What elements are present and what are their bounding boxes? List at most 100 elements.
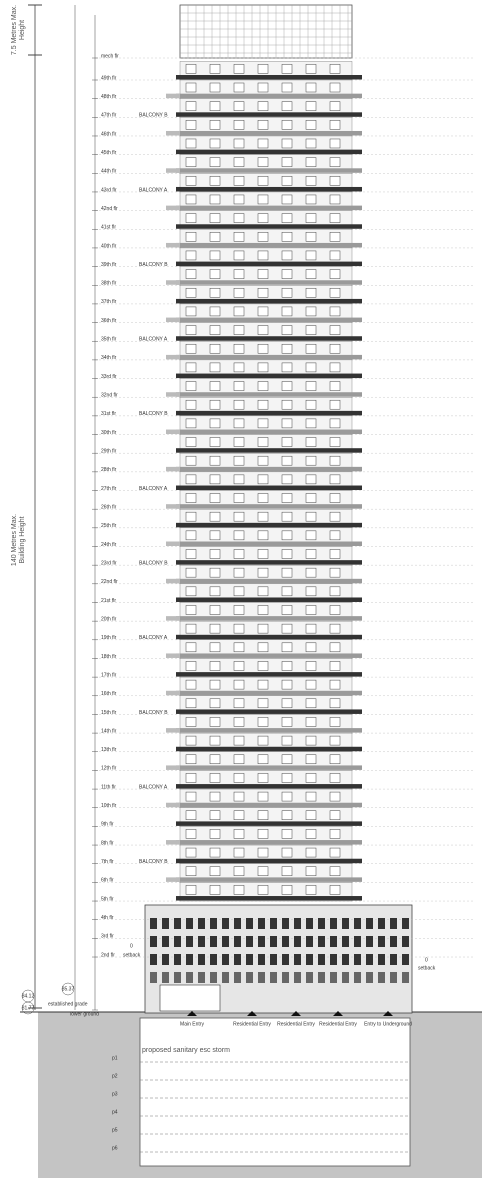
window	[281, 194, 293, 205]
window	[233, 567, 245, 578]
window	[329, 623, 341, 634]
window	[305, 735, 317, 746]
podium-window	[198, 954, 205, 965]
window	[233, 232, 245, 242]
window	[257, 791, 269, 802]
window	[281, 176, 293, 186]
podium-window	[258, 972, 265, 983]
floor-label: 31st flr	[101, 411, 116, 417]
podium-window	[330, 918, 337, 929]
window	[329, 511, 341, 522]
window	[281, 64, 293, 74]
podium-window	[174, 972, 181, 983]
podium-window	[150, 918, 157, 929]
window	[305, 399, 317, 410]
window	[185, 269, 197, 279]
window	[329, 474, 341, 485]
balcony	[176, 616, 362, 621]
balcony-label: BALCONY A	[139, 187, 168, 193]
balcony	[176, 690, 362, 696]
window	[209, 829, 221, 839]
window	[329, 381, 341, 391]
window	[233, 343, 245, 354]
lower-ground-label: lower ground	[70, 1011, 99, 1017]
grade-label: established grade	[48, 1001, 88, 1007]
window	[257, 493, 269, 503]
window	[305, 511, 317, 522]
podium-window	[246, 936, 253, 947]
window	[209, 847, 221, 858]
balcony	[176, 186, 362, 192]
podium-window	[354, 954, 361, 965]
setback-label: setback	[418, 965, 436, 971]
window	[185, 157, 197, 167]
window	[233, 773, 245, 783]
window	[209, 101, 221, 111]
balcony	[176, 280, 362, 285]
window	[281, 343, 293, 354]
zero-label: 0	[130, 943, 133, 949]
podium-window	[186, 936, 193, 947]
window	[257, 810, 269, 820]
window	[305, 101, 317, 111]
podium-window	[282, 954, 289, 965]
window	[281, 791, 293, 802]
podium-window	[162, 954, 169, 965]
balcony	[176, 429, 362, 435]
window	[329, 586, 341, 597]
podium-window	[330, 936, 337, 947]
window	[209, 362, 221, 373]
window	[233, 586, 245, 597]
window	[185, 866, 197, 876]
balcony-side	[166, 93, 180, 99]
balcony-side	[166, 541, 180, 546]
window	[185, 717, 197, 727]
floor-label: 37th flr	[101, 299, 117, 305]
podium-window	[270, 972, 277, 983]
floor-label: 48th flr	[101, 94, 117, 100]
podium-window	[354, 918, 361, 929]
balcony-side	[166, 429, 180, 435]
window	[305, 82, 317, 93]
window	[281, 157, 293, 167]
podium-window	[342, 936, 349, 947]
window	[257, 120, 269, 130]
window	[281, 101, 293, 111]
window	[185, 605, 197, 615]
entry-label: Residential Entry	[233, 1021, 271, 1027]
window	[209, 773, 221, 783]
window	[233, 810, 245, 820]
window	[185, 250, 197, 261]
floor-label: 34th flr	[101, 355, 117, 361]
window	[305, 829, 317, 839]
balcony	[176, 746, 362, 752]
window	[305, 847, 317, 858]
window	[257, 885, 269, 895]
window	[185, 64, 197, 74]
window	[233, 493, 245, 503]
window	[305, 866, 317, 876]
floor-label: 24th flr	[101, 542, 117, 548]
window	[329, 866, 341, 876]
floor-label: 8th flr	[101, 840, 114, 846]
window	[185, 325, 197, 335]
balcony	[176, 168, 362, 173]
window	[185, 399, 197, 410]
window	[185, 586, 197, 597]
floor-label: 43rd flr	[101, 187, 117, 193]
window	[209, 418, 221, 429]
entry-marker	[383, 1011, 393, 1016]
balcony-side	[166, 317, 180, 323]
balcony	[176, 672, 362, 677]
balcony-side	[166, 466, 180, 472]
window	[209, 605, 221, 615]
floor-label: 33rd flr	[101, 374, 117, 380]
window	[209, 288, 221, 298]
window	[233, 157, 245, 167]
window	[305, 250, 317, 261]
window	[233, 623, 245, 634]
podium-window	[318, 954, 325, 965]
parking-label: p1	[112, 1055, 118, 1061]
window	[329, 82, 341, 93]
